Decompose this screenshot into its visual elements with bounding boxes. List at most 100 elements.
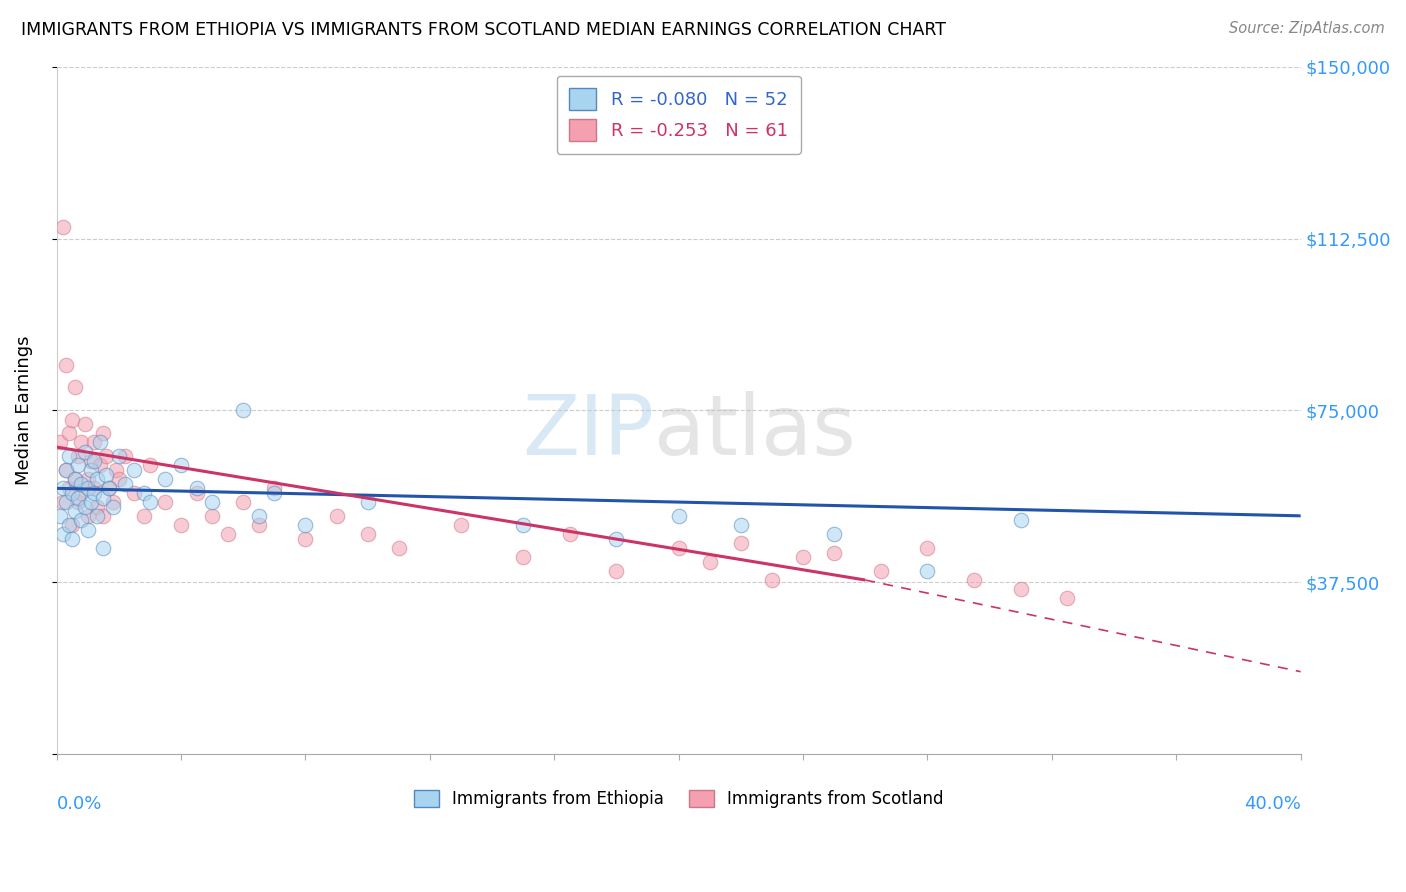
Point	[55, 463, 77, 477]
Point	[917, 541, 939, 555]
Point	[65, 504, 87, 518]
Point	[52, 220, 75, 235]
Point	[1010, 582, 1032, 597]
Point	[55, 495, 77, 509]
Point	[699, 555, 721, 569]
Point	[70, 476, 93, 491]
Point	[201, 495, 224, 509]
Point	[263, 486, 285, 500]
Point	[730, 518, 752, 533]
Point	[80, 454, 103, 468]
Point	[294, 518, 316, 533]
Point	[139, 458, 162, 473]
Point	[89, 458, 111, 473]
Point	[155, 495, 177, 509]
Point	[76, 508, 98, 523]
Point	[263, 481, 285, 495]
Point	[65, 380, 87, 394]
Point	[52, 527, 75, 541]
Point	[132, 508, 155, 523]
Point	[52, 495, 75, 509]
Point	[83, 454, 105, 468]
Point	[170, 458, 193, 473]
Point	[294, 532, 316, 546]
Point	[558, 527, 581, 541]
Point	[86, 472, 108, 486]
Point	[186, 481, 208, 495]
Point	[101, 495, 124, 509]
Point	[108, 449, 131, 463]
Point	[67, 458, 90, 473]
Point	[91, 541, 114, 555]
Point	[55, 463, 77, 477]
Point	[70, 486, 93, 500]
Point	[101, 500, 124, 514]
Point	[247, 518, 270, 533]
Text: 0.0%: 0.0%	[56, 796, 103, 814]
Point	[132, 486, 155, 500]
Point	[668, 541, 690, 555]
Point	[325, 508, 347, 523]
Point	[60, 412, 83, 426]
Point	[186, 486, 208, 500]
Point	[792, 550, 814, 565]
Point	[917, 564, 939, 578]
Point	[86, 508, 108, 523]
Point	[139, 495, 162, 509]
Point	[80, 495, 103, 509]
Point	[58, 518, 80, 533]
Point	[91, 508, 114, 523]
Point	[98, 481, 121, 495]
Point	[247, 508, 270, 523]
Point	[124, 463, 146, 477]
Point	[60, 518, 83, 533]
Point	[512, 518, 534, 533]
Point	[60, 532, 83, 546]
Point	[55, 358, 77, 372]
Point	[108, 472, 131, 486]
Text: Source: ZipAtlas.com: Source: ZipAtlas.com	[1229, 21, 1385, 36]
Point	[83, 486, 105, 500]
Point	[356, 527, 378, 541]
Point	[86, 500, 108, 514]
Text: 40.0%: 40.0%	[1244, 796, 1301, 814]
Point	[76, 472, 98, 486]
Text: IMMIGRANTS FROM ETHIOPIA VS IMMIGRANTS FROM SCOTLAND MEDIAN EARNINGS CORRELATION: IMMIGRANTS FROM ETHIOPIA VS IMMIGRANTS F…	[21, 21, 946, 38]
Point	[83, 435, 105, 450]
Point	[668, 508, 690, 523]
Point	[512, 550, 534, 565]
Point	[823, 527, 845, 541]
Point	[823, 545, 845, 559]
Point	[65, 472, 87, 486]
Text: ZIP: ZIP	[522, 391, 654, 472]
Point	[48, 508, 70, 523]
Point	[605, 564, 627, 578]
Point	[70, 513, 93, 527]
Text: atlas: atlas	[654, 391, 855, 472]
Y-axis label: Median Earnings: Median Earnings	[15, 335, 32, 485]
Point	[48, 435, 70, 450]
Point	[73, 500, 96, 514]
Point	[73, 417, 96, 432]
Point	[58, 481, 80, 495]
Point	[170, 518, 193, 533]
Point	[114, 476, 136, 491]
Point	[52, 481, 75, 495]
Point	[65, 472, 87, 486]
Legend: Immigrants from Ethiopia, Immigrants from Scotland: Immigrants from Ethiopia, Immigrants fro…	[406, 783, 950, 814]
Point	[217, 527, 239, 541]
Point	[232, 495, 254, 509]
Point	[73, 444, 96, 458]
Point	[1056, 591, 1078, 606]
Point	[89, 435, 111, 450]
Point	[963, 573, 986, 587]
Point	[104, 463, 127, 477]
Point	[761, 573, 783, 587]
Point	[91, 491, 114, 505]
Point	[67, 495, 90, 509]
Point	[356, 495, 378, 509]
Point	[91, 426, 114, 441]
Point	[1010, 513, 1032, 527]
Point	[869, 564, 891, 578]
Point	[67, 491, 90, 505]
